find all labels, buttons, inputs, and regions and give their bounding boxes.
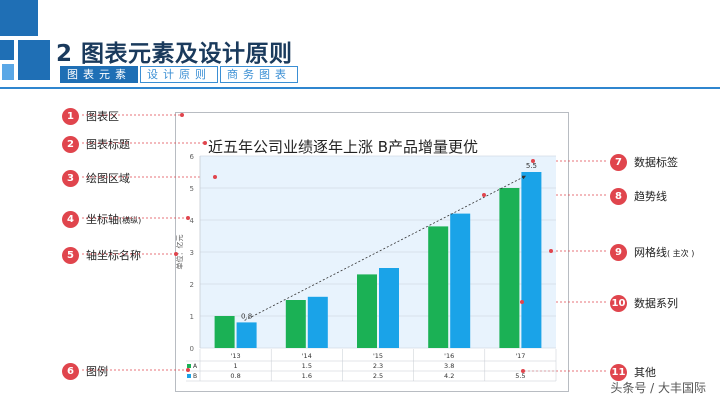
callout-chart-area: 1 图表区: [62, 106, 119, 126]
data-series: 0.8 5.5: [214, 162, 542, 348]
callout-label: 图例: [86, 365, 108, 378]
callout-badge: 7: [610, 153, 627, 171]
bar-B-17: [521, 172, 542, 348]
bar-B-15: [379, 268, 399, 348]
callout-label: 趋势线: [634, 190, 667, 203]
y-tick-label: 1: [190, 313, 194, 321]
callout-dot: [203, 141, 207, 145]
callout-dot: [521, 369, 525, 373]
callout-dot: [174, 252, 178, 256]
callout-badge: 5: [62, 246, 79, 264]
tab-chart-elements[interactable]: 图表元素: [60, 66, 138, 83]
bar-A-16: [428, 226, 449, 348]
legend-key-A: [187, 364, 191, 368]
callout-dot: [180, 113, 184, 117]
callout-dot: [520, 300, 524, 304]
callout-trendline: 8 趋势线: [610, 186, 667, 206]
callout-badge: 1: [62, 107, 79, 125]
data-label: 0.8: [241, 312, 252, 320]
header-divider: [0, 87, 720, 89]
callout-data-label: 7 数据标签: [610, 152, 678, 172]
y-tick-label: 0: [190, 345, 194, 353]
section-tabs: 图表元素 设计原则 商务图表: [60, 66, 300, 83]
callout-badge: 2: [62, 135, 79, 153]
callout-axis: 4 坐标轴(横纵): [62, 209, 141, 229]
x-tick-label: '17: [515, 352, 525, 360]
table-cell: 0.8: [230, 372, 240, 380]
y-tick-label: 4: [190, 217, 195, 225]
callout-chart-title: 2 图表标题: [62, 134, 130, 154]
x-tick-label: '13: [231, 352, 241, 360]
bar-B-14: [307, 296, 328, 348]
callout-dot: [186, 368, 190, 372]
callout-dots: [174, 113, 553, 373]
y-tick-label: 5: [190, 185, 194, 193]
callout-label: 图表标题: [86, 138, 130, 151]
y-axis-title: 单位：亿元: [175, 235, 184, 270]
chart-title: 近五年公司业绩逐年上涨 B产品增量更优: [208, 138, 479, 156]
callout-dot: [213, 175, 217, 179]
table-cell: 5.5: [515, 372, 525, 380]
callout-dot: [531, 159, 535, 163]
callout-gridlines: 9 网格线( 主次 ): [610, 242, 694, 262]
watermark: 头条号 / 大丰国际: [610, 381, 706, 395]
bar-B-13: [236, 322, 257, 348]
callout-label: 图表区: [86, 110, 119, 123]
table-cell: 4.2: [444, 372, 454, 380]
page-title: 2 图表元素及设计原则: [56, 41, 293, 67]
tab-business-charts[interactable]: 商务图表: [220, 66, 298, 83]
callout-data-series: 10 数据系列: [610, 293, 678, 313]
trendline-path: [244, 175, 526, 321]
callout-label: 数据系列: [634, 297, 678, 310]
bar-A-13: [214, 316, 235, 348]
data-table: '13 '14 '15 '16 '17 A 1 1.5 2.3 3.8 B 0.8 1.6 2.5 4.2 5…: [186, 349, 557, 382]
callout-badge: 8: [610, 187, 627, 205]
callout-badge: 6: [62, 362, 79, 380]
bar-A-17: [499, 188, 520, 348]
callout-label: 绘图区域: [86, 172, 130, 185]
table-cell: 1.6: [302, 372, 312, 380]
callout-dot: [482, 193, 486, 197]
callout-badge: 9: [610, 243, 627, 261]
bar-A-15: [357, 274, 377, 348]
x-tick-label: '15: [373, 352, 383, 360]
callout-label: 坐标轴(横纵): [86, 213, 142, 226]
bar-B-16: [450, 213, 471, 348]
legend-label-A: A: [193, 363, 198, 370]
callout-badge: 10: [610, 294, 627, 312]
callout-badge: 4: [62, 210, 79, 228]
callout-other: 11 其他: [610, 362, 656, 382]
callout-dot: [549, 249, 553, 253]
callout-axis-title: 5 轴坐标名称: [62, 245, 141, 265]
y-axis: 0 1 2 3 4 5 6 单位：亿元: [175, 153, 201, 353]
callout-label: 其他: [634, 366, 656, 379]
callout-legend: 6 图例: [62, 361, 108, 381]
table-cell: 3.8: [444, 362, 454, 370]
callout-dot: [186, 216, 190, 220]
tab-design-principles[interactable]: 设计原则: [140, 66, 218, 83]
callout-label: 轴坐标名称: [86, 249, 141, 262]
table-cell: 1: [234, 362, 238, 370]
callout-badge: 3: [62, 169, 79, 187]
y-tick-label: 3: [190, 249, 194, 257]
table-cell: 1.5: [302, 362, 312, 370]
x-tick-label: '14: [302, 352, 312, 360]
trendline: [244, 175, 526, 321]
table-cell: 2.3: [373, 362, 383, 370]
data-label: 5.5: [526, 162, 537, 170]
y-tick-label: 2: [190, 281, 194, 289]
callout-label: 数据标签: [634, 156, 678, 169]
callout-badge: 11: [610, 363, 627, 381]
legend-key-B: [187, 374, 191, 378]
bar-A-14: [285, 300, 306, 348]
legend-label-B: B: [193, 373, 197, 380]
callout-label: 网格线( 主次 ): [634, 246, 695, 259]
y-tick-label: 6: [190, 153, 195, 161]
callout-plot-area: 3 绘图区域: [62, 168, 130, 188]
table-cell: 2.5: [373, 372, 383, 380]
brand-logo: [0, 0, 50, 80]
x-tick-label: '16: [444, 352, 454, 360]
